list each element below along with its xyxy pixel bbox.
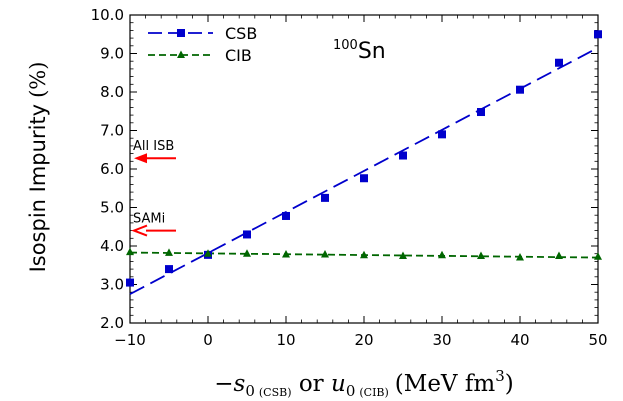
x-tick-label: 50 xyxy=(588,331,607,349)
data-point-cib xyxy=(555,251,563,260)
x-axis-sub1: 0 xyxy=(245,382,255,400)
y-tick-label: 6.0 xyxy=(100,160,124,178)
legend-marker-csb xyxy=(177,29,185,37)
y-tick-label: 2.0 xyxy=(100,314,124,332)
data-point-cib xyxy=(516,253,524,261)
x-axis-close: ) xyxy=(505,371,514,397)
data-point-csb xyxy=(321,193,329,202)
legend-label-csb: CSB xyxy=(225,24,257,43)
y-tick-label: 4.0 xyxy=(100,237,124,255)
arrow-head-1 xyxy=(131,224,148,237)
x-tick-label: 20 xyxy=(354,331,373,349)
data-point-csb xyxy=(399,151,407,160)
nucleus-symbol: Sn xyxy=(358,39,386,64)
data-point-cib xyxy=(594,252,602,260)
y-tick-label: 5.0 xyxy=(100,199,124,217)
x-axis-label: −s0 (CSB) or u0 (CIB) (MeV fm3) xyxy=(214,367,513,400)
legend-marker-cib xyxy=(177,50,185,58)
nucleus-annotation: 100Sn xyxy=(333,38,386,64)
arrow-head-0 xyxy=(134,153,147,164)
data-point-csb xyxy=(438,130,446,139)
y-axis-label-unit: (%) xyxy=(26,62,50,98)
legend-label-cib: CIB xyxy=(225,46,252,65)
y-axis-label-text: Isospin Impurity xyxy=(26,104,50,273)
x-axis-part2: u xyxy=(331,371,346,397)
x-axis-mid: or xyxy=(292,371,331,397)
y-tick-label: 10.0 xyxy=(91,6,124,24)
x-axis-tag1: (CSB) xyxy=(259,386,292,399)
x-tick-label: 30 xyxy=(432,331,451,349)
data-point-cib xyxy=(438,250,446,259)
data-point-cib xyxy=(399,251,407,260)
data-point-csb xyxy=(165,265,173,274)
nucleus-mass: 100 xyxy=(333,38,358,53)
arrow-label-1: SAMi xyxy=(133,212,165,227)
data-point-csb xyxy=(243,230,251,239)
y-tick-label: 3.0 xyxy=(100,276,124,294)
data-point-csb xyxy=(555,58,563,67)
data-point-csb xyxy=(477,108,485,117)
data-point-cib xyxy=(204,249,212,257)
legend: CSB CIB xyxy=(148,24,257,65)
data-point-csb xyxy=(126,278,134,287)
data-point-cib xyxy=(165,248,173,256)
x-axis-sup: 3 xyxy=(495,367,505,385)
x-axis-part1: −s xyxy=(214,371,245,397)
data-point-cib xyxy=(243,249,251,257)
arrow-label-0: All ISB xyxy=(133,139,174,154)
data-point-cib xyxy=(126,247,134,256)
x-axis-tag2: (CIB) xyxy=(359,386,388,399)
data-point-csb xyxy=(594,30,602,39)
x-tick-label: 40 xyxy=(510,331,529,349)
x-axis-sub2: 0 xyxy=(346,382,356,400)
x-tick-label: 10 xyxy=(276,331,295,349)
x-tick-label: −10 xyxy=(114,331,146,349)
x-tick-label: 0 xyxy=(203,331,213,349)
x-axis-unit: (MeV fm xyxy=(395,371,496,397)
data-point-csb xyxy=(282,211,290,220)
data-point-cib xyxy=(360,250,368,259)
data-point-csb xyxy=(360,174,368,183)
y-tick-label: 8.0 xyxy=(100,83,124,101)
y-tick-label: 7.0 xyxy=(100,122,124,140)
data-point-cib xyxy=(282,249,290,258)
data-point-cib xyxy=(477,251,485,260)
y-axis-label: Isospin Impurity (%) xyxy=(26,62,50,273)
data-point-cib xyxy=(321,249,329,258)
data-point-csb xyxy=(516,85,524,94)
y-tick-label: 9.0 xyxy=(100,45,124,63)
